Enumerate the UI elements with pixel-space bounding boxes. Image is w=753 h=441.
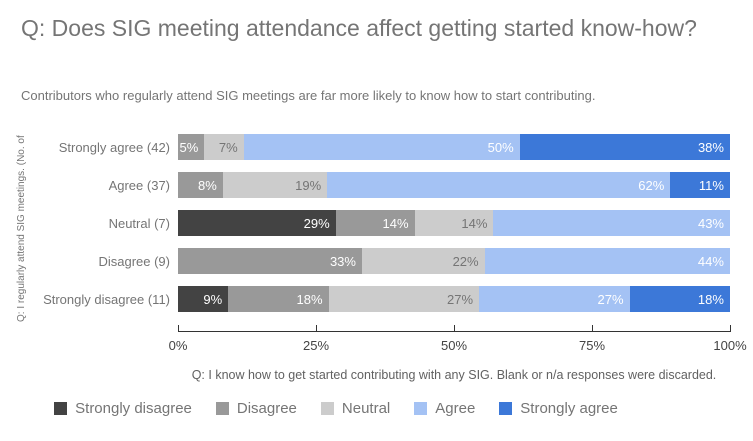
bar-segment[interactable]: 14% [414, 210, 494, 236]
stacked-bar: 9% 18% 27% 27% 18% [178, 286, 730, 312]
bar-segment[interactable]: 8% [178, 172, 223, 198]
x-axis-tick-label: 50% [440, 338, 468, 353]
legend-label: Disagree [236, 400, 297, 417]
category-label: Agree (37) [108, 177, 170, 193]
legend: Strongly disagree Disagree Neutral Agree Str… [0, 400, 672, 417]
legend-swatch [414, 402, 428, 415]
legend-item: Neutral [320, 400, 391, 417]
x-axis-tick [730, 325, 731, 331]
x-axis-tick [592, 325, 593, 331]
x-axis-tick-label: 25% [302, 338, 330, 353]
bar-segment[interactable]: 62% [327, 172, 671, 198]
bar-segment[interactable]: 14% [335, 210, 415, 236]
x-axis-tick-label: 0% [168, 338, 188, 353]
chart-row: Neutral (7) 29% 14% 14% 43% [0, 210, 730, 236]
legend-label: Agree [435, 400, 476, 417]
bar-segment[interactable]: 50% [243, 134, 520, 160]
chart-row: Strongly agree (42) 5% 7% 50% 38% [0, 134, 730, 160]
chart-title: Q: Does SIG meeting attendance affect ge… [21, 15, 697, 41]
stacked-bar: 5% 7% 50% 38% [178, 134, 730, 160]
legend-swatch [215, 402, 229, 415]
bar-segment[interactable]: 9% [178, 286, 229, 312]
x-axis-tick [316, 325, 317, 331]
x-axis-tick-label: 75% [578, 338, 606, 353]
bar-segment[interactable]: 22% [361, 248, 485, 274]
stacked-bar: 8% 19% 62% 11% [178, 172, 730, 198]
stacked-bar: 29% 14% 14% 43% [178, 210, 730, 236]
x-axis-tick-label: 100% [713, 338, 747, 353]
legend-label: Strongly disagree [75, 400, 192, 417]
bar-segment[interactable]: 7% [204, 134, 244, 160]
bar-segment[interactable]: 5% [178, 134, 205, 160]
legend-swatch [320, 402, 334, 415]
bar-segment[interactable]: 18% [629, 286, 730, 312]
bar-segment[interactable]: 38% [519, 134, 730, 160]
chart-row: Strongly disagree (11) 9% 18% 27% 27% 18% [0, 286, 730, 312]
x-axis-line [178, 331, 731, 332]
chart-subtitle: Contributors who regularly attend SIG me… [21, 88, 596, 103]
bar-rows: Strongly agree (42) 5% 7% 50% 38% Agree (37) 8… [0, 134, 730, 324]
bar-segment[interactable]: 33% [178, 248, 362, 274]
bar-segment[interactable]: 19% [222, 172, 328, 198]
x-axis-tick [454, 325, 455, 331]
legend-item: Strongly agree [499, 400, 618, 417]
bar-segment[interactable]: 29% [178, 210, 336, 236]
category-label: Neutral (7) [108, 215, 170, 231]
bar-segment[interactable]: 27% [479, 286, 630, 312]
bar-segment[interactable]: 11% [670, 172, 730, 198]
legend-item: Agree [414, 400, 475, 417]
legend-label: Strongly agree [520, 400, 618, 417]
bar-segment[interactable]: 18% [228, 286, 329, 312]
x-axis-tick [178, 325, 179, 331]
chart-footnote: Q: I know how to get started contributin… [191, 368, 717, 382]
legend-item: Disagree [215, 400, 297, 417]
legend-swatch [499, 402, 513, 415]
legend-label: Neutral [341, 400, 391, 417]
stacked-bar: 33% 22% 44% [178, 248, 730, 274]
category-label: Strongly agree (42) [58, 139, 170, 155]
legend-item: Strongly disagree [54, 400, 192, 417]
legend-swatch [54, 402, 68, 415]
chart-row: Disagree (9) 33% 22% 44% [0, 248, 730, 274]
bar-segment[interactable]: 27% [328, 286, 480, 312]
chart-row: Agree (37) 8% 19% 62% 11% [0, 172, 730, 198]
bar-segment[interactable]: 43% [493, 210, 730, 236]
bar-segment[interactable]: 44% [484, 248, 730, 274]
category-label: Strongly disagree (11) [43, 291, 170, 307]
category-label: Disagree (9) [98, 253, 170, 269]
